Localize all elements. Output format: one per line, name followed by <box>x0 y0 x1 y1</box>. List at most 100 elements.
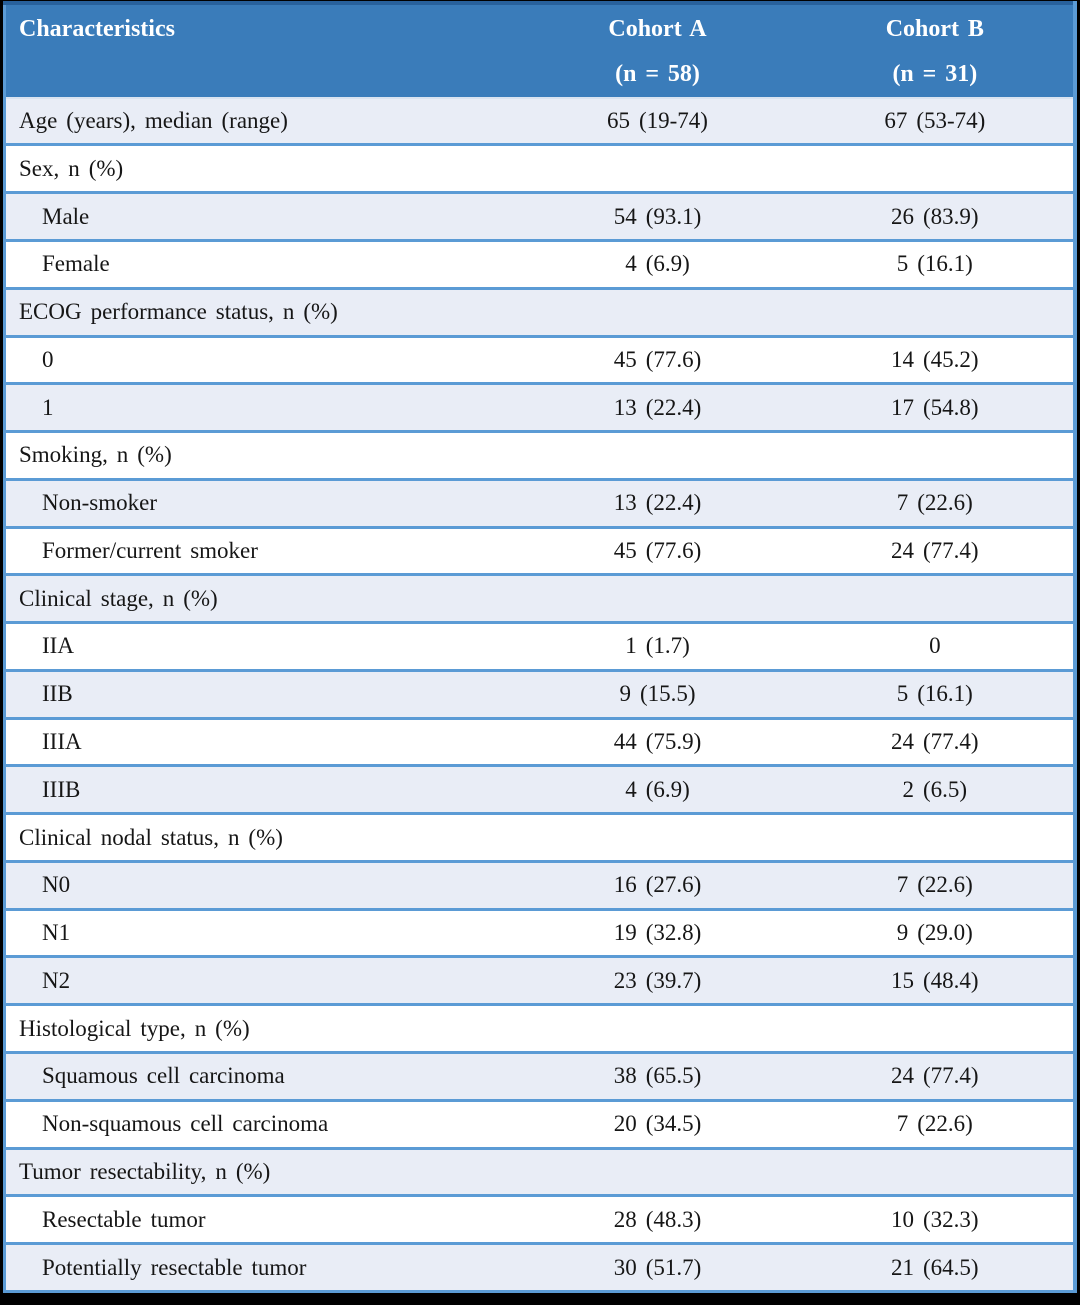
characteristic-label: Age (years), median (range) <box>4 98 519 145</box>
table-header: Characteristics Cohort A (n = 58) Cohort… <box>4 3 1075 99</box>
cohort-a-value: 45 (77.6) <box>518 334 797 384</box>
characteristic-label: Tumor resectability, n (%) <box>4 1146 519 1196</box>
table-row: N0 16 (27.6) 7 (22.6) <box>4 859 1075 910</box>
cohort-b-value: 5 (16.1) <box>796 238 1075 289</box>
characteristic-label: Non-squamous cell carcinoma <box>4 1098 519 1149</box>
header-cohort-b: Cohort B (n = 31) <box>796 3 1075 99</box>
cohort-a-n: (n = 58) <box>615 61 700 87</box>
cohort-b-n: (n = 31) <box>892 61 978 87</box>
cohort-a-value <box>518 573 797 623</box>
cohort-b-value: 24 (77.4) <box>796 1050 1075 1101</box>
table-row: Female 4 (6.9) 5 (16.1) <box>4 238 1075 289</box>
group-header-row: Histological type, n (%) <box>4 1003 1075 1053</box>
cohort-a-value <box>518 812 797 862</box>
table-row: 1 13 (22.4) 17 (54.8) <box>4 382 1075 432</box>
cohort-b-value: 2 (6.5) <box>796 764 1075 814</box>
cohort-b-value <box>796 1003 1075 1053</box>
table-row: N1 19 (32.8) 9 (29.0) <box>4 907 1075 957</box>
table-row: IIIA 44 (75.9) 24 (77.4) <box>4 716 1075 766</box>
characteristic-label: 0 <box>4 334 519 384</box>
characteristic-label: 1 <box>4 382 519 432</box>
cohort-a-value: 4 (6.9) <box>518 238 797 289</box>
cohort-b-value: 21 (64.5) <box>796 1242 1075 1292</box>
cohort-b-value: 14 (45.2) <box>796 334 1075 384</box>
cohort-b-value: 67 (53-74) <box>796 98 1075 145</box>
cohort-b-value: 0 <box>796 621 1075 671</box>
table-row: Potentially resectable tumor 30 (51.7) 21 … <box>4 1242 1075 1292</box>
cohort-b-value: 7 (22.6) <box>796 1098 1075 1149</box>
group-header-row: Clinical stage, n (%) <box>4 573 1075 623</box>
cohort-b-value: 17 (54.8) <box>796 382 1075 432</box>
cohort-a-value <box>518 143 797 193</box>
cohort-b-value <box>796 286 1075 336</box>
cohort-a-value: 20 (34.5) <box>518 1098 797 1149</box>
characteristic-label: IIIB <box>4 764 519 814</box>
cohort-b-value: 10 (32.3) <box>796 1194 1075 1244</box>
cohort-b-value <box>796 573 1075 623</box>
characteristic-label: Clinical nodal status, n (%) <box>4 812 519 862</box>
cohort-b-value: 24 (77.4) <box>796 525 1075 575</box>
characteristic-label: Clinical stage, n (%) <box>4 573 519 623</box>
cohort-a-value: 54 (93.1) <box>518 191 797 241</box>
characteristic-label: Squamous cell carcinoma <box>4 1050 519 1101</box>
table-row: IIIB 4 (6.9) 2 (6.5) <box>4 764 1075 814</box>
cohort-a-value: 28 (48.3) <box>518 1194 797 1244</box>
group-header-row: Smoking, n (%) <box>4 430 1075 480</box>
cohort-b-value: 24 (77.4) <box>796 716 1075 766</box>
cohort-b-value: 5 (16.1) <box>796 668 1075 719</box>
cohort-a-value: 13 (22.4) <box>518 382 797 432</box>
group-header-row: ECOG performance status, n (%) <box>4 286 1075 336</box>
cohort-b-value: 9 (29.0) <box>796 907 1075 957</box>
characteristic-label: IIIA <box>4 716 519 766</box>
header-characteristics-label: Characteristics <box>19 16 175 42</box>
cohort-a-value: 9 (15.5) <box>518 668 797 719</box>
cohort-b-value <box>796 430 1075 480</box>
table-row: IIB 9 (15.5) 5 (16.1) <box>4 668 1075 719</box>
cohort-a-value: 19 (32.8) <box>518 907 797 957</box>
characteristic-label: Non-smoker <box>4 477 519 528</box>
group-header-row: Clinical nodal status, n (%) <box>4 812 1075 862</box>
patient-characteristics-table: Characteristics Cohort A (n = 58) Cohort… <box>3 1 1077 1293</box>
header-row: Characteristics Cohort A (n = 58) Cohort… <box>4 3 1075 99</box>
table-row: Non-smoker 13 (22.4) 7 (22.6) <box>4 477 1075 528</box>
table-row: N2 23 (39.7) 15 (48.4) <box>4 955 1075 1005</box>
table-body: Age (years), median (range) 65 (19-74) 67 … <box>4 98 1075 1292</box>
table-row: 0 45 (77.6) 14 (45.2) <box>4 334 1075 384</box>
table-row: Non-squamous cell carcinoma 20 (34.5) 7 (2… <box>4 1098 1075 1149</box>
cohort-a-value: 4 (6.9) <box>518 764 797 814</box>
characteristic-label: Female <box>4 238 519 289</box>
characteristic-label: N2 <box>4 955 519 1005</box>
characteristic-label: Smoking, n (%) <box>4 430 519 480</box>
cohort-a-value: 1 (1.7) <box>518 621 797 671</box>
cohort-b-value <box>796 812 1075 862</box>
header-cohort-a: Cohort A (n = 58) <box>518 3 797 99</box>
cohort-b-value <box>796 1146 1075 1196</box>
cohort-b-value: 26 (83.9) <box>796 191 1075 241</box>
cohort-a-value <box>518 1146 797 1196</box>
group-header-row: Tumor resectability, n (%) <box>4 1146 1075 1196</box>
cohort-a-value: 38 (65.5) <box>518 1050 797 1101</box>
characteristic-label: IIA <box>4 621 519 671</box>
characteristic-label: IIB <box>4 668 519 719</box>
table-row: Male 54 (93.1) 26 (83.9) <box>4 191 1075 241</box>
cohort-a-value: 30 (51.7) <box>518 1242 797 1292</box>
header-characteristics: Characteristics <box>4 3 519 99</box>
table-row: Former/current smoker 45 (77.6) 24 (77.4) <box>4 525 1075 575</box>
characteristic-label: Male <box>4 191 519 241</box>
characteristic-label: N1 <box>4 907 519 957</box>
characteristic-label: Potentially resectable tumor <box>4 1242 519 1292</box>
cohort-b-value: 7 (22.6) <box>796 477 1075 528</box>
cohort-b-value: 7 (22.6) <box>796 859 1075 910</box>
characteristic-label: ECOG performance status, n (%) <box>4 286 519 336</box>
characteristic-label: Sex, n (%) <box>4 143 519 193</box>
cohort-b-value: 15 (48.4) <box>796 955 1075 1005</box>
cohort-a-value: 65 (19-74) <box>518 98 797 145</box>
characteristic-label: N0 <box>4 859 519 910</box>
table-row: Squamous cell carcinoma 38 (65.5) 24 (77.4… <box>4 1050 1075 1101</box>
table-row: Age (years), median (range) 65 (19-74) 67 … <box>4 98 1075 145</box>
table-row: Resectable tumor 28 (48.3) 10 (32.3) <box>4 1194 1075 1244</box>
table-row: IIA 1 (1.7) 0 <box>4 621 1075 671</box>
characteristic-label: Histological type, n (%) <box>4 1003 519 1053</box>
cohort-a-value <box>518 286 797 336</box>
